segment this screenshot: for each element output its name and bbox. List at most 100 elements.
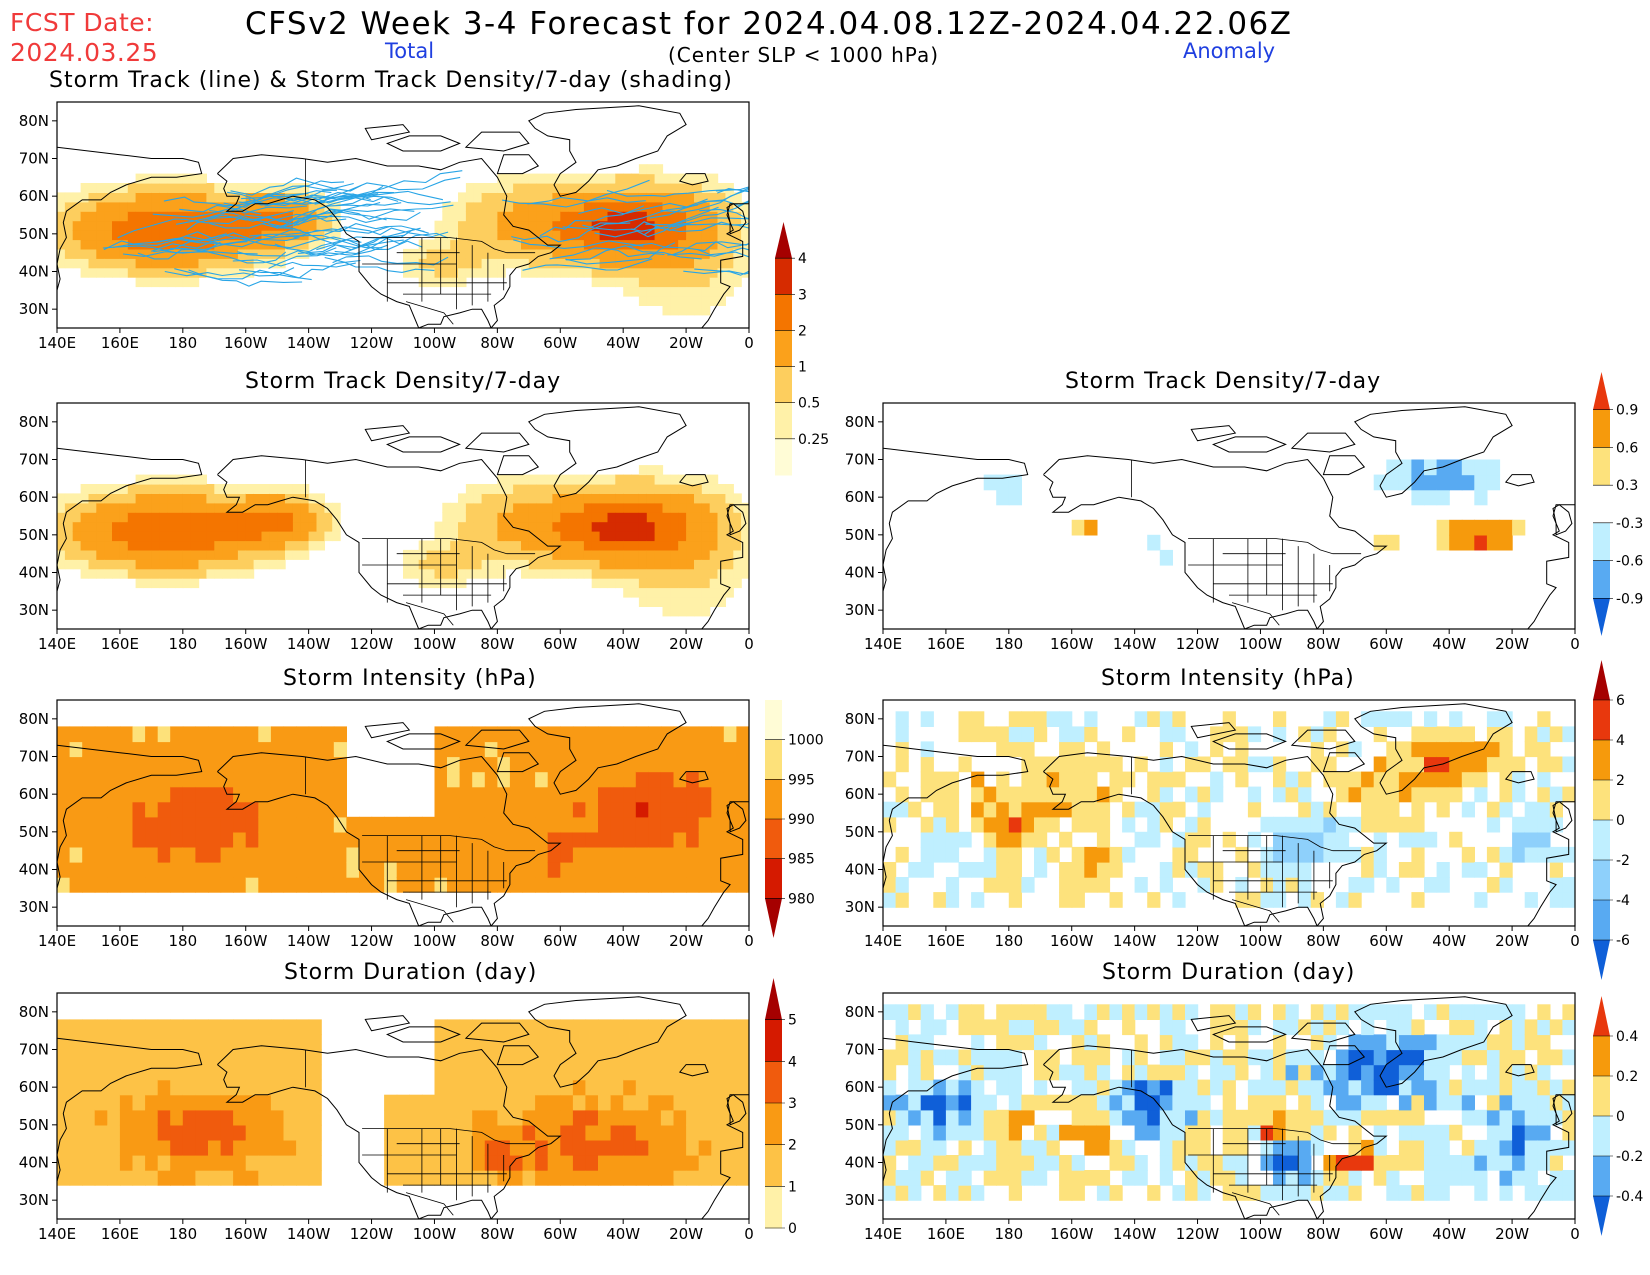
colorbar-label: 2 (1616, 773, 1625, 789)
shaded-field (883, 711, 1575, 908)
lat-tick-label: 50N (845, 823, 875, 841)
lon-tick-label: 0 (744, 334, 754, 352)
lon-tick-label: 140E (864, 1225, 902, 1243)
lon-tick-label: 160W (224, 334, 268, 352)
colorbar-intensity-total: 1000 995 990 985 980 (765, 700, 824, 938)
colorbar-swatch (765, 779, 782, 820)
lon-tick-label: 140W (1113, 635, 1157, 653)
lon-tick-label: 20W (1495, 635, 1529, 653)
colorbar-swatch (775, 330, 792, 368)
lon-tick-label: 160E (101, 1225, 139, 1243)
lat-tick-label: 40N (19, 861, 49, 879)
colorbar-intensity-anom: 6 4 2 0 -2 -4 -6 (1593, 660, 1630, 980)
coastlines (57, 703, 749, 926)
lon-tick-label: 160W (1050, 1225, 1094, 1243)
colorbar-swatch (1593, 900, 1610, 941)
colorbar-label: -4 (1616, 893, 1630, 909)
lat-tick-label: 70N (19, 451, 49, 469)
lat-tick-label: 70N (19, 1041, 49, 1059)
lat-tick-label: 40N (19, 564, 49, 582)
lon-tick-label: 140E (38, 334, 76, 352)
lat-tick-label: 70N (19, 748, 49, 766)
panel-title-density-total: Storm Track Density/7-day (245, 369, 562, 394)
colorbar-swatch (1593, 447, 1610, 486)
lon-tick-label: 20W (1495, 932, 1529, 950)
lat-tick-label: 60N (19, 187, 49, 205)
colorbar-top-arrow (765, 978, 782, 1020)
lon-tick-label: 20W (669, 635, 703, 653)
panel-title-track-density-total: Storm Track (line) & Storm Track Density… (49, 68, 733, 93)
lat-tick-label: 70N (845, 451, 875, 469)
lat-tick-label: 50N (845, 526, 875, 544)
map-frame (56, 402, 750, 630)
lon-tick-label: 120W (350, 932, 394, 950)
lon-tick-label: 60W (1369, 635, 1403, 653)
lat-tick-label: 50N (19, 1116, 49, 1134)
shaded-field (57, 726, 749, 893)
map-frame (882, 992, 1576, 1220)
lon-tick-label: 60W (543, 1225, 577, 1243)
colorbar-label: 4 (788, 1054, 797, 1070)
colorbar-label: 0 (1616, 1109, 1625, 1125)
colorbar-label: 5 (788, 1013, 797, 1029)
colorbar-label: 0.2 (1616, 1069, 1638, 1085)
lon-tick-label: 160E (101, 334, 139, 352)
colorbar-label: 3 (798, 287, 807, 303)
lat-tick-label: 60N (19, 1078, 49, 1096)
lat-tick-label: 60N (845, 785, 875, 803)
map-frame (882, 699, 1576, 927)
colorbar-swatch (1593, 1156, 1610, 1197)
colorbar-swatch (1593, 740, 1610, 781)
colorbar-swatch (1593, 522, 1610, 562)
shaded-field (883, 1004, 1575, 1201)
map-frame (56, 992, 750, 1220)
lon-tick-label: 120W (350, 334, 394, 352)
lon-tick-label: 120W (1176, 1225, 1220, 1243)
lat-tick-label: 30N (845, 1191, 875, 1209)
anomaly-column-label: Anomaly (1183, 39, 1276, 63)
lat-tick-label: 70N (845, 748, 875, 766)
map-panel-p1: 80N 70N 60N 50N 40N 30N 140E 160E 180 160W 140W 120… (19, 101, 754, 352)
lon-tick-label: 40W (1432, 635, 1466, 653)
lon-tick-label: 80W (1306, 932, 1340, 950)
lon-tick-label: 40W (1432, 1225, 1466, 1243)
lat-tick-label: 40N (845, 1154, 875, 1172)
lat-tick-label: 80N (19, 413, 49, 431)
lat-tick-label: 80N (845, 710, 875, 728)
colorbar-duration-total: 5 4 3 2 1 0 (765, 978, 797, 1237)
map-frame (56, 101, 750, 329)
lon-tick-label: 20W (669, 932, 703, 950)
lon-tick-label: 140E (864, 635, 902, 653)
lat-tick-label: 70N (845, 1041, 875, 1059)
lat-tick-label: 50N (19, 225, 49, 243)
colorbar-bottom-arrow (1593, 940, 1610, 980)
colorbar-top-arrow (1593, 996, 1610, 1036)
lat-tick-label: 40N (845, 564, 875, 582)
lat-tick-label: 60N (845, 488, 875, 506)
lon-tick-label: 20W (669, 334, 703, 352)
lon-tick-label: 160E (101, 932, 139, 950)
lon-tick-label: 160E (927, 635, 965, 653)
lon-tick-label: 180 (168, 932, 197, 950)
lon-tick-label: 80W (1306, 635, 1340, 653)
lon-tick-label: 160W (224, 932, 268, 950)
lon-tick-label: 140E (38, 1225, 76, 1243)
panel-title-intensity-total: Storm Intensity (hPa) (283, 666, 537, 691)
lon-tick-label: 40W (606, 635, 640, 653)
lat-tick-label: 80N (19, 112, 49, 130)
forecast-date-label: FCST Date: (10, 8, 155, 37)
colorbar-label: 0.5 (798, 396, 820, 412)
lon-tick-label: 100W (413, 1225, 457, 1243)
colorbar-label: -0.4 (1616, 1189, 1643, 1205)
lon-tick-label: 140W (287, 334, 331, 352)
lat-tick-label: 40N (845, 861, 875, 879)
coastlines (57, 996, 749, 1219)
map-panel-p4: 80N 70N 60N 50N 40N 30N 140E 160E 180 160W 140W 120… (19, 699, 754, 950)
lon-tick-label: 60W (543, 635, 577, 653)
lon-tick-label: 180 (994, 635, 1023, 653)
lon-tick-label: 40W (606, 932, 640, 950)
lon-tick-label: 160W (224, 635, 268, 653)
lon-tick-label: 40W (606, 1225, 640, 1243)
panel-title-density-anomaly: Storm Track Density/7-day (1065, 369, 1382, 394)
